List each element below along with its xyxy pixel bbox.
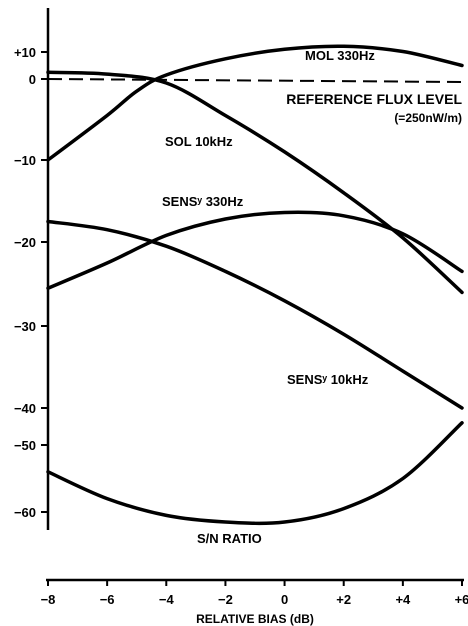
- curve-sensy-330hz: [46, 210, 464, 290]
- y-tick-label: −30: [14, 319, 36, 334]
- x-tick-label: +6: [455, 592, 468, 607]
- x-axis-title: RELATIVE BIAS (dB): [196, 612, 314, 626]
- curve-sensy-10khz: [46, 219, 464, 410]
- x-tick-label: −8: [41, 592, 56, 607]
- x-tick-label: 0: [281, 592, 288, 607]
- series-label-sensy-330hz: SENSʸ 330Hz: [162, 194, 244, 209]
- series-label-sol-10khz: SOL 10kHz: [165, 134, 233, 149]
- x-tick-label: +2: [336, 592, 351, 607]
- curve-sol-10khz: [46, 70, 464, 295]
- y-tick-label: −50: [14, 438, 36, 453]
- curve-mol-330hz: [46, 44, 464, 162]
- y-tick-label: −10: [14, 153, 36, 168]
- x-tick-label: −4: [159, 592, 175, 607]
- y-tick-label: −20: [14, 235, 36, 250]
- y-tick-label: −40: [14, 401, 36, 416]
- y-tick-label: 0: [29, 72, 36, 87]
- x-tick-label: −2: [218, 592, 233, 607]
- reference-line-label: REFERENCE FLUX LEVEL: [286, 91, 462, 107]
- y-tick-label: +10: [14, 45, 36, 60]
- x-tick-label: +4: [395, 592, 411, 607]
- series-label-sensy-10khz: SENSʸ 10kHz: [287, 372, 369, 387]
- x-tick-label: −6: [100, 592, 115, 607]
- reference-line: [47, 78, 463, 83]
- y-tick-label: −60: [14, 505, 36, 520]
- curve-s-n-ratio: [46, 421, 464, 526]
- reference-line-sublabel: (=250nW/m): [394, 111, 462, 125]
- series-label-s-n-ratio: S/N RATIO: [197, 531, 262, 546]
- series-label-mol-330hz: MOL 330Hz: [305, 48, 375, 63]
